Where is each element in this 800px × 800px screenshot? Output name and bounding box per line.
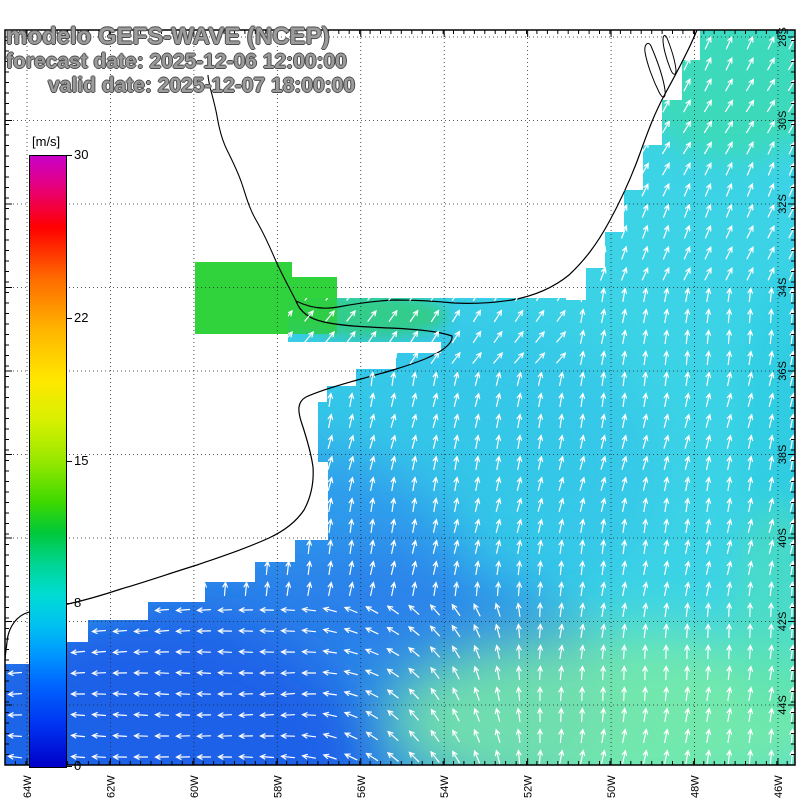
field-overlay [5, 610, 370, 765]
lon-label: 58W [272, 775, 284, 798]
map-frame [4, 29, 796, 766]
colorbar-tick-mark [67, 155, 72, 156]
colorbar-tick-mark [67, 317, 72, 319]
coastline-path [4, 29, 698, 662]
field-overlay [385, 630, 795, 765]
colorbar-gradient [29, 155, 67, 768]
colorbar-tick-mark [67, 603, 72, 605]
colorbar-tick-label: 8 [74, 595, 82, 611]
axis-labels: 64W 62W 60W 58W 56W 54W 52W 50W 48W 46W 28S 30S 32S 3… [22, 27, 789, 798]
coastal-lagoon-icon [662, 35, 677, 75]
colorbar-tick-label: 15 [74, 452, 89, 468]
lat-label: 40S [777, 528, 789, 548]
lon-label: 50W [606, 775, 618, 798]
colorbar: [m/s] 30 22 15 8 0 [29, 133, 139, 793]
coastline [4, 29, 698, 662]
lat-label: 38S [777, 445, 789, 465]
plot-titles: modelo GEFS-WAVE (NCEP) forecast date: 2… [6, 24, 355, 97]
lat-label: 28S [777, 27, 789, 47]
lat-label: 32S [777, 194, 789, 214]
lat-label: 36S [777, 361, 789, 381]
colorbar-tick-mark [67, 766, 72, 767]
lon-label: 46W [773, 775, 785, 798]
colorbar-tick-label: 22 [74, 309, 89, 325]
colorbar-unit-label: [m/s] [29, 133, 64, 150]
colorbar-tick-mark [67, 460, 72, 462]
lat-label: 30S [777, 111, 789, 131]
lat-label: 42S [777, 612, 789, 632]
model-title: modelo GEFS-WAVE (NCEP) [6, 23, 330, 50]
field-overlay [733, 502, 795, 722]
field-overlays [5, 30, 795, 765]
lat-label: 34S [777, 278, 789, 298]
lon-label: 48W [690, 775, 702, 798]
lat-label: 44S [777, 695, 789, 715]
lon-label: 52W [523, 775, 535, 798]
lon-label: 62W [105, 775, 117, 798]
coastal-lagoon-icon [644, 42, 666, 98]
lon-label: 56W [356, 775, 368, 798]
lon-label: 54W [439, 775, 451, 798]
colorbar-tick-label: 30 [74, 147, 89, 162]
forecast-date-line: forecast date: 2025-12-06 12:00:00 [6, 50, 347, 74]
lon-label: 64W [22, 775, 34, 798]
river-path [207, 74, 297, 302]
valid-date-line: valid date: 2025-12-07 18:00:00 [48, 74, 356, 98]
colorbar-tick-label: 0 [74, 758, 82, 773]
lon-label: 60W [189, 775, 201, 798]
ocean-color-field [5, 30, 795, 765]
